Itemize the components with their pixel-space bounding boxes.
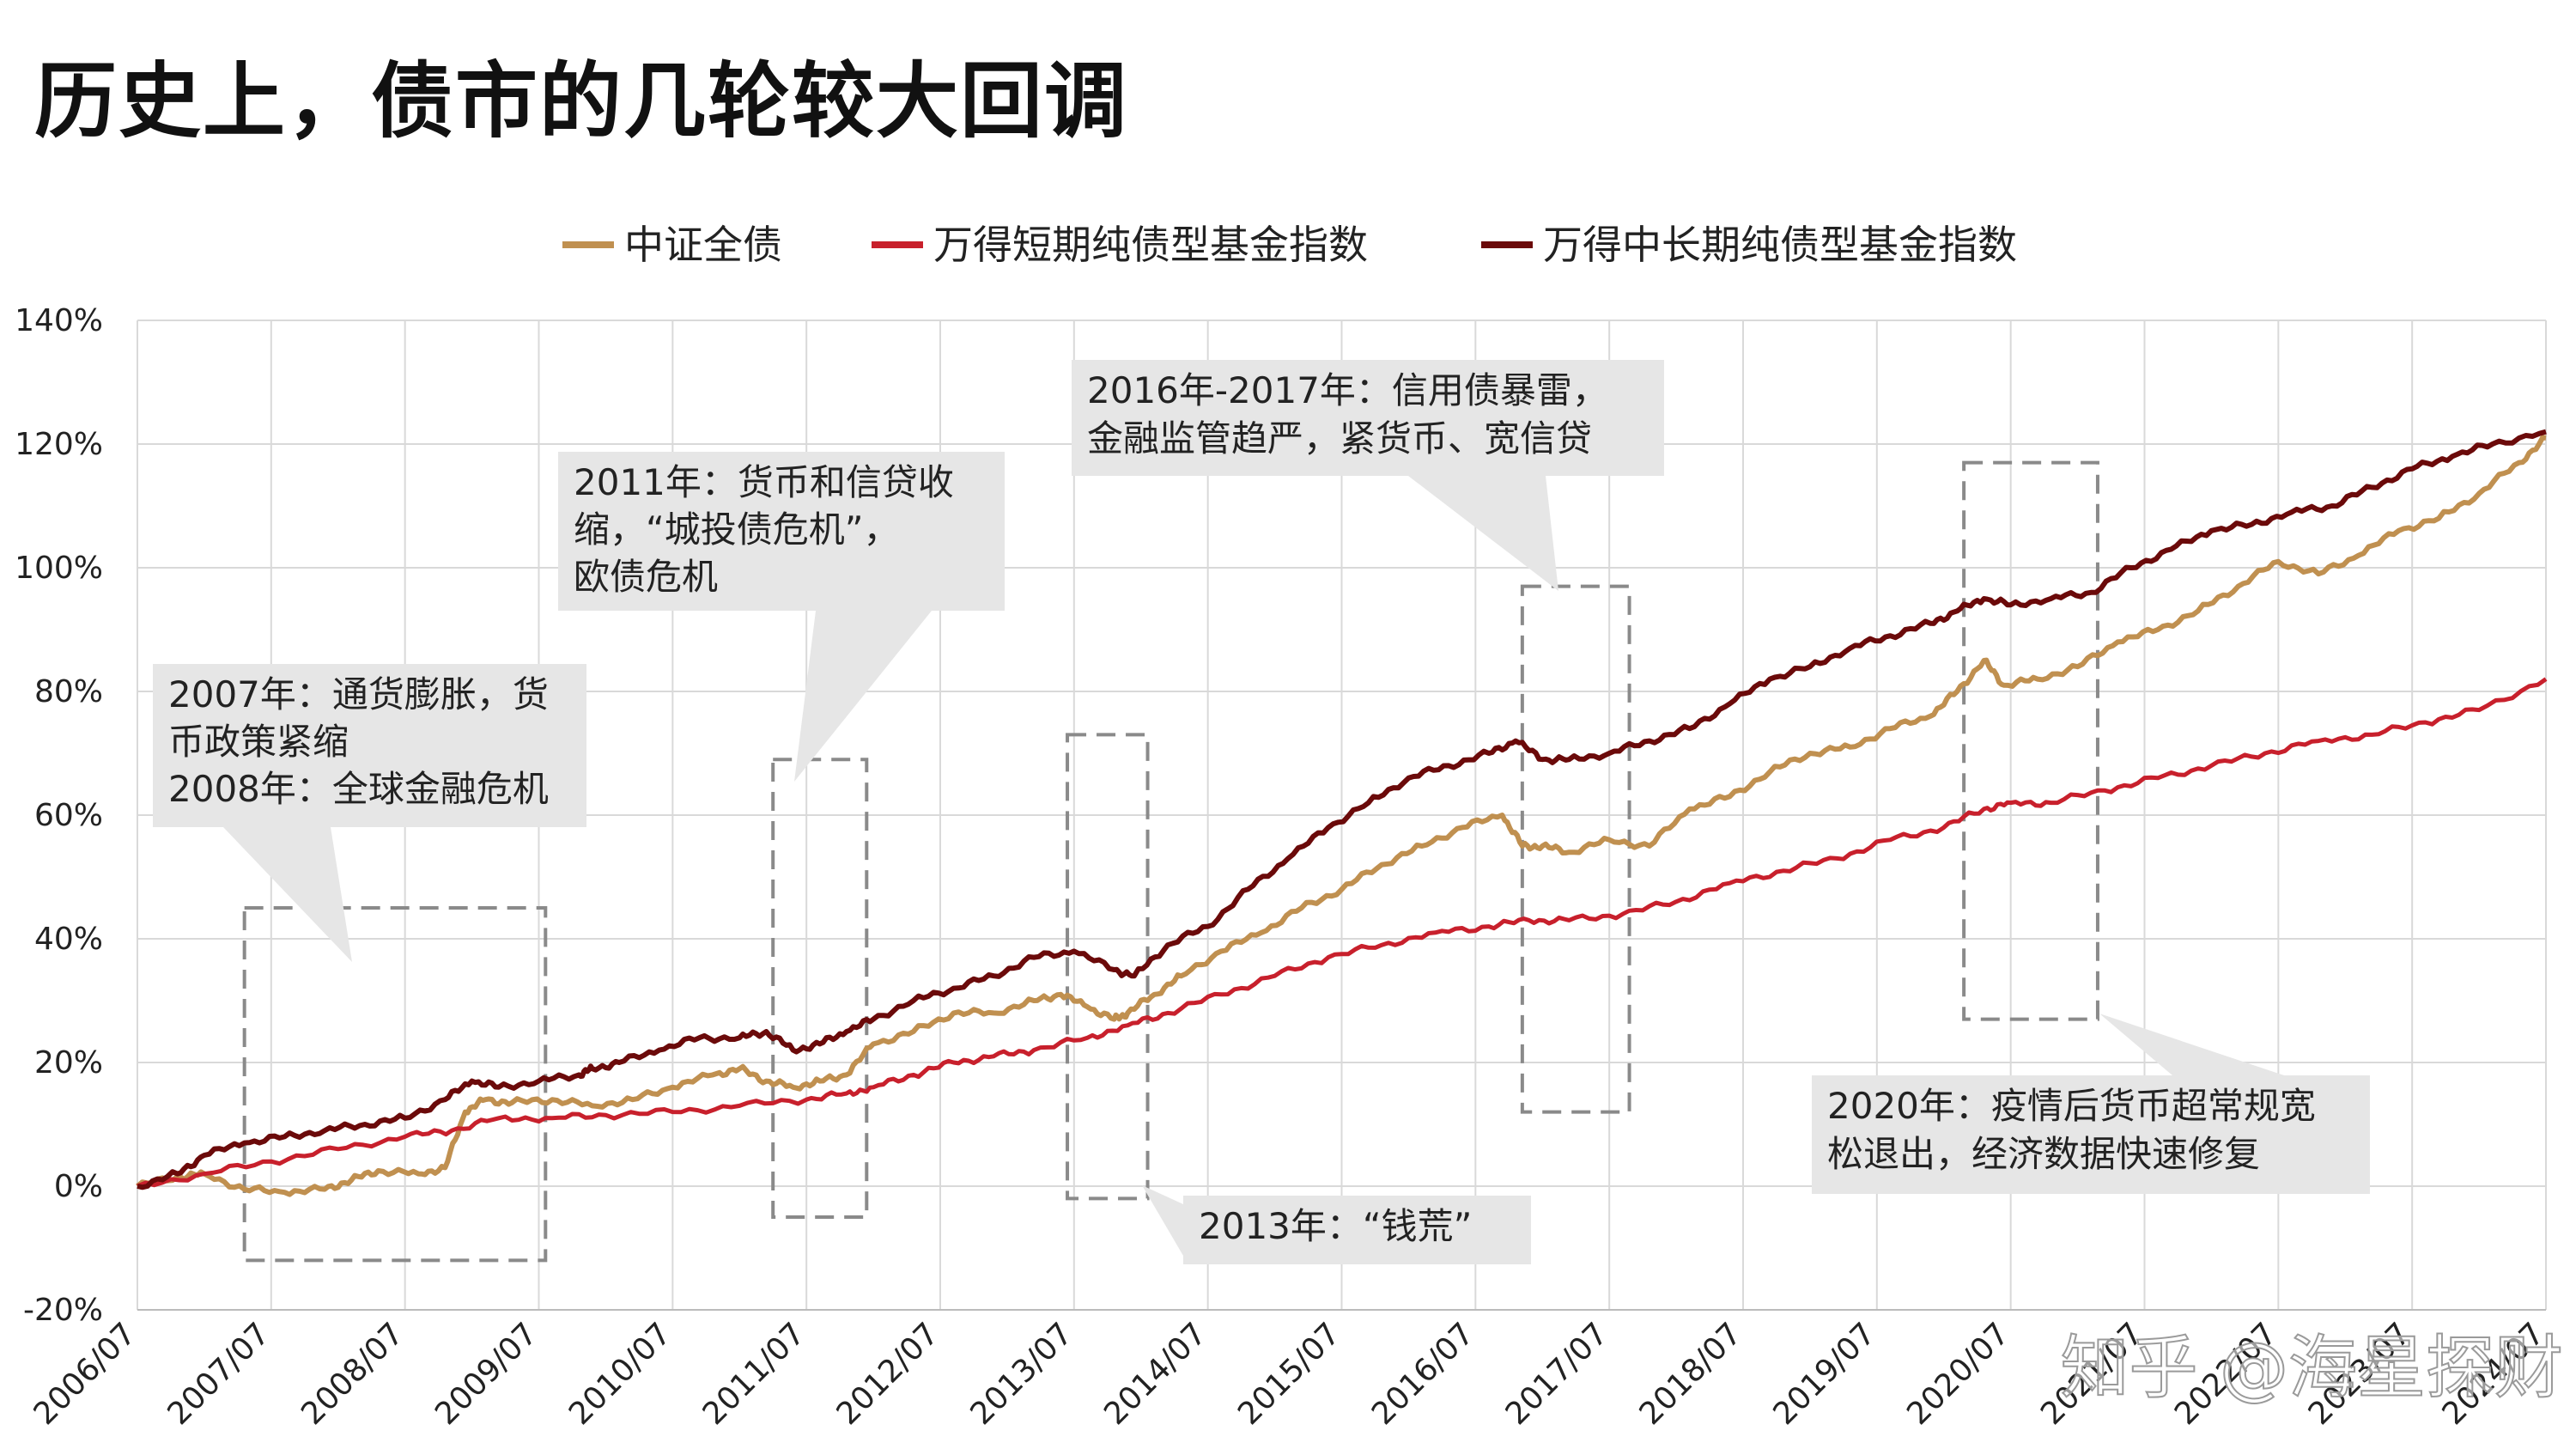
annotation-text: 2013年：“钱荒”	[1199, 1205, 1472, 1247]
x-tick-label: 2007/07	[161, 1316, 276, 1432]
legend-label: 中证全债	[624, 222, 782, 268]
annotation-box	[558, 452, 1005, 611]
y-tick-label: 100%	[15, 551, 103, 586]
x-tick-label: 2019/07	[1766, 1316, 1882, 1432]
annotation-text: 2020年：疫情后货币超常规宽	[1827, 1085, 2316, 1127]
y-tick-label: 60%	[34, 798, 103, 833]
y-tick-label: -20%	[23, 1293, 103, 1328]
annotation-box	[1183, 1196, 1531, 1264]
x-tick-label: 2016/07	[1365, 1316, 1481, 1432]
annotation-text: 松退出，经济数据快速修复	[1827, 1133, 2260, 1175]
x-tick-label: 2017/07	[1499, 1316, 1615, 1432]
annotation-text: 2016年-2017年：信用债暴雷，	[1087, 369, 1608, 411]
highlight-boxes	[242, 460, 2099, 1263]
series-lines	[136, 429, 2548, 1197]
watermark-text: 知乎 @海星探财	[2061, 1328, 2563, 1408]
annotation-box	[153, 664, 586, 827]
period-box	[771, 758, 869, 1219]
series-line	[136, 435, 2547, 1197]
x-tick-label: 2011/07	[696, 1316, 812, 1432]
period-box	[1962, 460, 2099, 1021]
annotation-pointer	[223, 827, 352, 962]
legend: 中证全债 万得短期纯债型基金指数 万得中长期纯债型基金指数	[562, 222, 2017, 268]
series-line	[137, 429, 2547, 1190]
annotation-text: 欧债危机	[574, 556, 718, 598]
period-box	[242, 906, 548, 1263]
y-tick-label: 20%	[34, 1045, 103, 1081]
annotation-text: 缩，“城投债危机”，	[574, 508, 900, 551]
x-tick-label: 2013/07	[963, 1316, 1079, 1432]
annotation-box	[1072, 360, 1664, 476]
y-tick-label: 0%	[54, 1169, 103, 1204]
legend-label: 万得短期纯债型基金指数	[933, 222, 1368, 268]
annotation-pointer	[1142, 1185, 1183, 1256]
annotation-box	[1812, 1075, 2370, 1194]
page-title: 历史上，债市的几轮较大回调	[34, 53, 1128, 149]
x-tick-label: 2009/07	[428, 1316, 544, 1432]
annotation-text: 币政策紧缩	[168, 721, 349, 763]
x-tick-label: 2020/07	[1900, 1316, 2016, 1432]
y-tick-label: 80%	[34, 674, 103, 709]
series-line	[137, 677, 2548, 1189]
period-box	[1520, 584, 1631, 1114]
x-tick-label: 2006/07	[27, 1316, 143, 1432]
x-tick-label: 2008/07	[295, 1316, 410, 1432]
annotation-pointer	[2099, 1014, 2284, 1075]
annotation-text: 2008年：全球金融危机	[168, 768, 549, 810]
y-tick-label: 40%	[34, 922, 103, 957]
y-tick-label: 140%	[15, 303, 103, 338]
x-tick-label: 2014/07	[1097, 1316, 1213, 1432]
x-tick-label: 2015/07	[1231, 1316, 1347, 1432]
annotation-pointer	[794, 611, 932, 782]
annotation-text: 2007年：通货膨胀，货	[168, 673, 549, 715]
x-tick-label: 2018/07	[1633, 1316, 1749, 1432]
annotation-pointer	[1408, 476, 1558, 591]
period-box	[1066, 733, 1150, 1201]
annotation-text: 2011年：货币和信贷收	[574, 461, 954, 503]
x-tick-label: 2012/07	[830, 1316, 946, 1432]
x-tick-label: 2010/07	[562, 1316, 678, 1432]
y-tick-label: 120%	[15, 427, 103, 462]
annotation-text: 金融监管趋严，紧货币、宽信贷	[1087, 417, 1592, 460]
legend-label: 万得中长期纯债型基金指数	[1543, 222, 2017, 268]
